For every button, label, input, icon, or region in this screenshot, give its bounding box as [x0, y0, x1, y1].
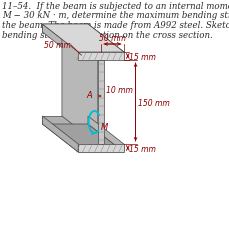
Text: the beam. The beam is made from A992 steel. Sketch the: the beam. The beam is made from A992 ste…: [2, 21, 229, 30]
Polygon shape: [42, 116, 88, 124]
Polygon shape: [42, 25, 88, 33]
Polygon shape: [88, 25, 124, 61]
Polygon shape: [42, 25, 124, 53]
Polygon shape: [62, 33, 68, 116]
Text: A: A: [87, 90, 93, 99]
Polygon shape: [78, 144, 124, 152]
Polygon shape: [62, 33, 98, 144]
Polygon shape: [88, 116, 124, 152]
Polygon shape: [78, 53, 124, 61]
Text: 150 mm: 150 mm: [138, 98, 169, 107]
Polygon shape: [98, 61, 104, 144]
Text: 50 mm: 50 mm: [44, 41, 70, 50]
Text: bending stress distribution on the cross section.: bending stress distribution on the cross…: [2, 30, 213, 39]
Text: 50 mm: 50 mm: [99, 34, 126, 43]
Polygon shape: [42, 116, 78, 152]
Text: M: M: [101, 122, 108, 131]
Polygon shape: [42, 25, 124, 53]
Polygon shape: [42, 124, 124, 152]
Polygon shape: [42, 25, 78, 61]
Text: M − 30 kN · m, determine the maximum bending stress in: M − 30 kN · m, determine the maximum ben…: [2, 12, 229, 20]
Text: 15 mm: 15 mm: [129, 52, 156, 61]
Text: 10 mm: 10 mm: [106, 86, 132, 94]
Text: 15 mm: 15 mm: [129, 144, 156, 153]
Text: 11–54.  If the beam is subjected to an internal moment of: 11–54. If the beam is subjected to an in…: [2, 2, 229, 11]
